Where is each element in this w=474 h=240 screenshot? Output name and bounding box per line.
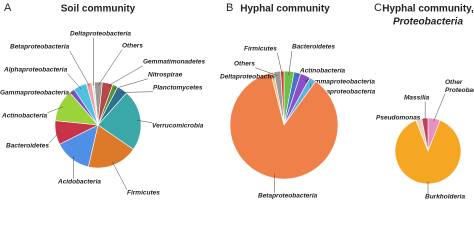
- slice-label: Pseudomonas: [376, 115, 421, 122]
- leader-line: [112, 161, 128, 190]
- slice-label: Verrucomicrobia: [152, 123, 204, 130]
- leader-line: [113, 78, 149, 90]
- slice-label: Acidobacteria: [57, 179, 101, 186]
- slice-label: Massilia: [404, 95, 430, 102]
- slice-label: Actinobacteria: [299, 68, 346, 75]
- panel-letter: A: [4, 2, 12, 14]
- slice-label: Burkholderia: [425, 194, 465, 201]
- slice-label: Deltaproteobacteria: [70, 31, 131, 38]
- leader-line: [255, 67, 278, 76]
- slice-label: Firmicutes: [127, 190, 160, 197]
- slice-label: Nitrospirae: [148, 72, 183, 79]
- slice-label: Bacteroidetes: [292, 44, 335, 51]
- slice-label: Betaproteobacteria: [10, 44, 70, 51]
- slice-label: Firmicutes: [244, 46, 277, 53]
- slice-label: Other Proteobacteria: [445, 79, 474, 94]
- slice-label: Gammaproteobacteria: [306, 79, 375, 86]
- slice-label: Planctomycetes: [153, 85, 203, 92]
- leader-line: [288, 50, 293, 76]
- chart-title: Soil community: [61, 4, 136, 15]
- leader-line: [277, 52, 283, 76]
- pie-slice: [87, 124, 134, 169]
- leader-line: [303, 79, 307, 83]
- slice-label: Gammaproteobacteria: [0, 90, 69, 97]
- slice-label: Others: [122, 43, 143, 50]
- figure: A Soil community B Hyphal community C Hy…: [0, 2, 474, 201]
- leader-line: [120, 91, 154, 93]
- slice-label: Alphaproteobacteria: [3, 67, 68, 74]
- leader-line: [47, 106, 63, 113]
- slice-label: Deltaproteobacteria: [220, 74, 281, 81]
- chart-title: Hyphal community,: [382, 4, 474, 15]
- leader-line: [67, 73, 82, 90]
- slice-label: Bacteroidetes: [6, 143, 49, 150]
- slice-label: Actinobacteria: [1, 113, 48, 120]
- panel-letter: B: [226, 2, 233, 14]
- chart-subtitle: Proteobacteria: [393, 17, 463, 28]
- slice-label: Alphaproteobacteria: [311, 89, 376, 96]
- leader-line: [106, 65, 144, 87]
- slice-label: Betaproteobacteria: [258, 193, 318, 200]
- leader-line: [69, 50, 90, 87]
- slice-label: Others: [234, 61, 255, 68]
- pie-slice: [229, 72, 339, 180]
- leader-line: [98, 49, 123, 86]
- slice-label: Gemmatimonadetes: [143, 59, 206, 66]
- pie-slice: [97, 92, 142, 150]
- panel-letter: C: [374, 2, 382, 14]
- pie-slice: [91, 81, 99, 126]
- leader-line: [433, 93, 446, 122]
- leader-line: [296, 74, 300, 78]
- leader-line: [49, 131, 60, 143]
- pie-slice: [280, 70, 285, 126]
- leader-line: [137, 120, 153, 123]
- chart-title: Hyphal community: [240, 4, 330, 15]
